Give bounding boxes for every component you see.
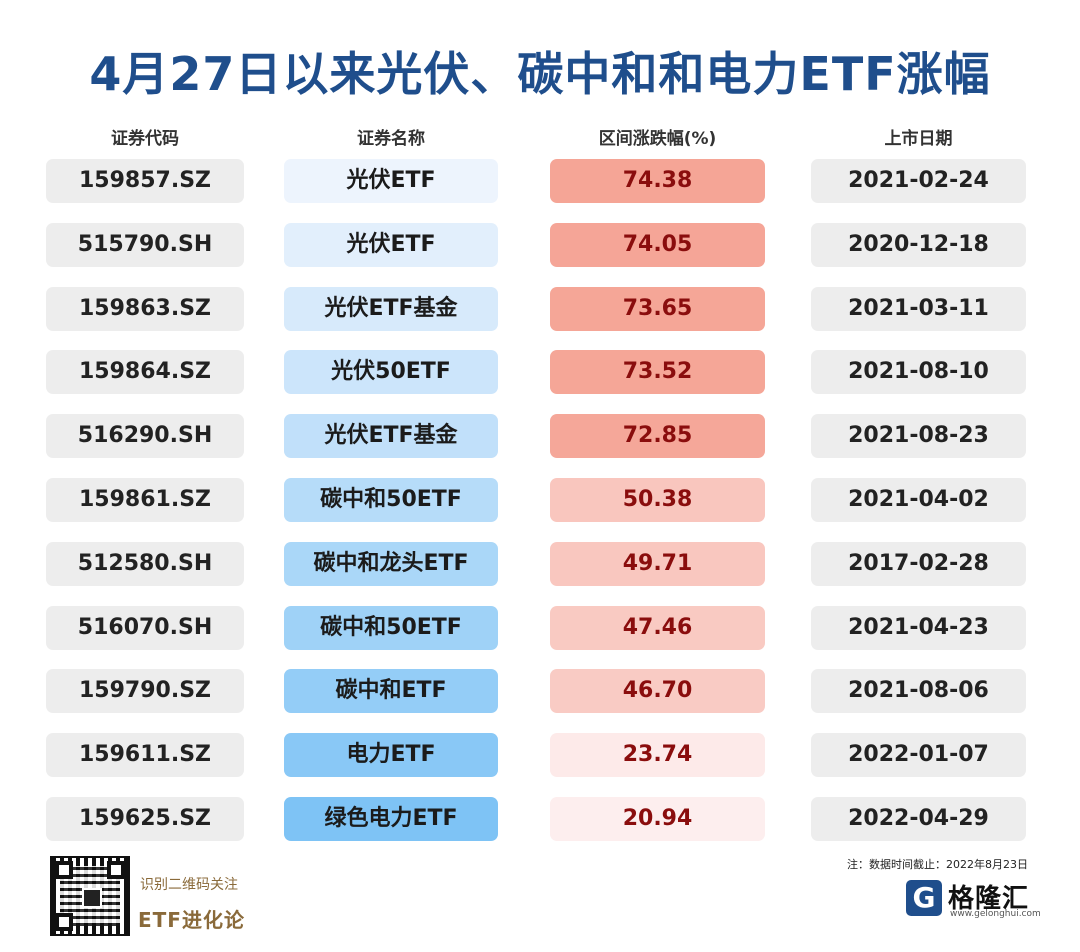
table-row: 159864.SZ 光伏50ETF 73.52 2021-08-10	[0, 350, 1080, 394]
security-code-cell: 516070.SH	[46, 606, 244, 650]
table-row: 159790.SZ 碳中和ETF 46.70 2021-08-06	[0, 669, 1080, 713]
security-name-cell: 光伏ETF	[284, 159, 498, 203]
listing-date-cell: 2021-08-06	[811, 669, 1026, 713]
change-pct-cell: 72.85	[550, 414, 765, 458]
logo-url: www.gelonghui.com	[950, 909, 1041, 919]
listing-date-cell: 2022-01-07	[811, 733, 1026, 777]
security-code-cell: 159625.SZ	[46, 797, 244, 841]
security-code-cell: 515790.SH	[46, 223, 244, 267]
security-name-cell: 碳中和龙头ETF	[284, 542, 498, 586]
table-row: 159625.SZ 绿色电力ETF 20.94 2022-04-29	[0, 797, 1080, 841]
scan-prompt: 识别二维码关注	[140, 877, 238, 893]
security-name-cell: 绿色电力ETF	[284, 797, 498, 841]
security-code-cell: 516290.SH	[46, 414, 244, 458]
change-pct-cell: 74.38	[550, 159, 765, 203]
security-name-cell: 光伏ETF基金	[284, 287, 498, 331]
table-row: 159857.SZ 光伏ETF 74.38 2021-02-24	[0, 159, 1080, 203]
security-name-cell: 电力ETF	[284, 733, 498, 777]
security-name-cell: 碳中和50ETF	[284, 606, 498, 650]
security-name-cell: 碳中和50ETF	[284, 478, 498, 522]
table-row: 159611.SZ 电力ETF 23.74 2022-01-07	[0, 733, 1080, 777]
qr-section: 识别二维码关注 ETF进化论	[50, 856, 290, 938]
security-code-cell: 159861.SZ	[46, 478, 244, 522]
change-pct-cell: 73.65	[550, 287, 765, 331]
security-name-cell: 光伏ETF	[284, 223, 498, 267]
listing-date-cell: 2021-03-11	[811, 287, 1026, 331]
header-date: 上市日期	[884, 129, 953, 149]
page-title: 4月27日以来光伏、碳中和和电力ETF涨幅	[89, 47, 991, 101]
security-code-cell: 159790.SZ	[46, 669, 244, 713]
change-pct-cell: 20.94	[550, 797, 765, 841]
brand-name: ETF进化论	[138, 908, 245, 932]
table-row: 516290.SH 光伏ETF基金 72.85 2021-08-23	[0, 414, 1080, 458]
security-code-cell: 159857.SZ	[46, 159, 244, 203]
logo-text: 格隆汇	[948, 884, 1030, 914]
listing-date-cell: 2022-04-29	[811, 797, 1026, 841]
table-row: 515790.SH 光伏ETF 74.05 2020-12-18	[0, 223, 1080, 267]
security-name-cell: 光伏ETF基金	[284, 414, 498, 458]
security-name-cell: 碳中和ETF	[284, 669, 498, 713]
listing-date-cell: 2021-08-10	[811, 350, 1026, 394]
listing-date-cell: 2020-12-18	[811, 223, 1026, 267]
listing-date-cell: 2017-02-28	[811, 542, 1026, 586]
table-row: 159861.SZ 碳中和50ETF 50.38 2021-04-02	[0, 478, 1080, 522]
security-code-cell: 159864.SZ	[46, 350, 244, 394]
listing-date-cell: 2021-04-23	[811, 606, 1026, 650]
change-pct-cell: 47.46	[550, 606, 765, 650]
logo-g-icon: G	[906, 880, 942, 916]
change-pct-cell: 49.71	[550, 542, 765, 586]
security-code-cell: 512580.SH	[46, 542, 244, 586]
security-code-cell: 159863.SZ	[46, 287, 244, 331]
gelonghui-logo: G 格隆汇 www.gelonghui.com	[906, 878, 1041, 922]
table-row: 159863.SZ 光伏ETF基金 73.65 2021-03-11	[0, 287, 1080, 331]
security-name-cell: 光伏50ETF	[284, 350, 498, 394]
table-row: 516070.SH 碳中和50ETF 47.46 2021-04-23	[0, 606, 1080, 650]
change-pct-cell: 50.38	[550, 478, 765, 522]
table-row: 512580.SH 碳中和龙头ETF 49.71 2017-02-28	[0, 542, 1080, 586]
change-pct-cell: 73.52	[550, 350, 765, 394]
listing-date-cell: 2021-02-24	[811, 159, 1026, 203]
qr-code-icon	[50, 856, 130, 936]
change-pct-cell: 23.74	[550, 733, 765, 777]
change-pct-cell: 74.05	[550, 223, 765, 267]
data-note: 注：数据时间截止：2022年8月23日	[847, 858, 1028, 871]
listing-date-cell: 2021-08-23	[811, 414, 1026, 458]
header-code: 证券代码	[111, 129, 179, 149]
change-pct-cell: 46.70	[550, 669, 765, 713]
listing-date-cell: 2021-04-02	[811, 478, 1026, 522]
security-code-cell: 159611.SZ	[46, 733, 244, 777]
header-pct: 区间涨跌幅(%)	[598, 129, 717, 149]
header-name: 证券名称	[357, 129, 425, 149]
